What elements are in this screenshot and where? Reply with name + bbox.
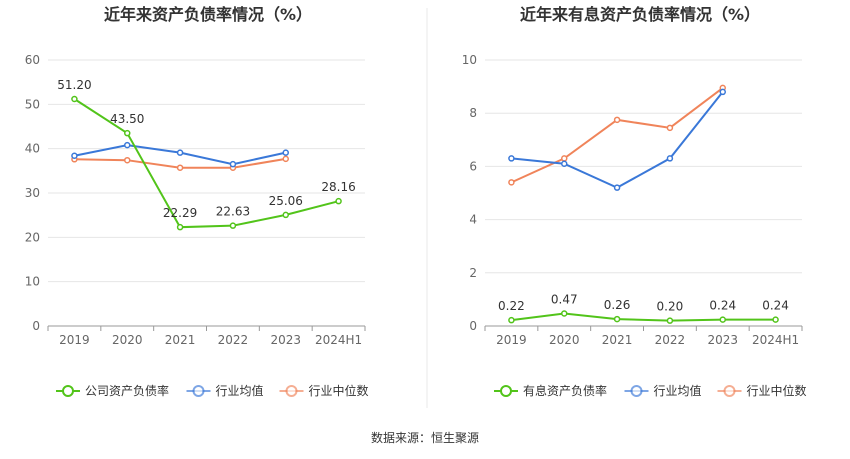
data-point-company (229, 222, 237, 229)
data-point-industry-median (508, 179, 515, 186)
data-point-company (71, 95, 78, 103)
data-point-industry-median (176, 164, 184, 171)
x-tick-label: 2024H1 (752, 333, 799, 347)
data-point-industry-median (613, 116, 621, 124)
y-tick-label: 0 (469, 319, 477, 333)
chart-title: 近年来资产负债率情况（%） (104, 5, 312, 24)
y-tick-label: 30 (25, 186, 40, 200)
x-tick-label: 2023 (270, 333, 301, 347)
series-line-company (73, 98, 339, 229)
y-tick-label: 20 (25, 230, 40, 244)
data-point-industry-median (124, 156, 131, 164)
data-point-company (772, 316, 779, 323)
data-label: 25.06 (269, 194, 303, 208)
data-point-industry-mean (124, 141, 131, 149)
x-tick-label: 2021 (602, 333, 633, 347)
x-tick-label: 2022 (655, 333, 686, 347)
data-label: 22.29 (163, 206, 197, 220)
data-point-industry-median (282, 155, 289, 163)
y-tick-label: 10 (25, 275, 40, 289)
data-label: 51.20 (57, 78, 91, 92)
legend-swatch-marker-industry-median (285, 385, 298, 397)
data-point-industry-mean (176, 149, 184, 156)
data-point-company (335, 197, 342, 205)
data-point-company (282, 211, 289, 219)
legend-label-industry-median: 行业中位数 (747, 383, 807, 398)
legend-label-industry-mean: 行业均值 (654, 383, 702, 398)
data-point-company (176, 223, 184, 231)
legend-swatch-marker-industry-mean (192, 385, 205, 397)
legend-swatch-marker-company (500, 385, 512, 397)
y-tick-label: 60 (25, 53, 40, 67)
data-point-company (561, 310, 568, 317)
data-point-company (613, 315, 621, 323)
data-point-industry-mean (71, 152, 78, 160)
legend-label-industry-mean: 行业均值 (216, 383, 264, 398)
legend-label-company: 公司资产负债率 (85, 383, 169, 398)
data-point-industry-mean (719, 88, 726, 96)
data-point-company (508, 316, 515, 324)
legend-swatch-marker-company (62, 385, 74, 397)
legend-swatch-marker-industry-mean (630, 385, 643, 397)
x-tick-label: 2021 (165, 333, 196, 347)
y-tick-label: 8 (469, 106, 477, 120)
y-tick-label: 0 (32, 319, 40, 333)
x-tick-label: 2019 (496, 333, 527, 347)
data-point-company (719, 316, 726, 323)
legend-label-industry-median: 行业中位数 (309, 383, 369, 398)
y-tick-label: 2 (469, 266, 477, 280)
x-tick-label: 2022 (218, 333, 249, 347)
y-tick-label: 10 (462, 53, 477, 67)
data-point-industry-median (666, 124, 674, 132)
y-tick-label: 50 (25, 97, 40, 111)
chart-debt-ratio: 近年来资产负债率情况（%） 0 10 20 30 40 50 60 2019 2020 2021 20… (25, 5, 369, 398)
x-tick-label: 2024H1 (315, 333, 362, 347)
x-tick-label: 2023 (707, 333, 738, 347)
data-point-industry-mean (282, 149, 289, 156)
data-label: 0.22 (498, 299, 525, 313)
data-label: 0.26 (604, 298, 631, 312)
data-label: 0.24 (709, 299, 736, 313)
x-tick-label: 2020 (112, 333, 143, 347)
data-point-industry-mean (561, 160, 568, 167)
data-point-company (124, 129, 131, 137)
data-point-industry-mean (666, 155, 674, 162)
y-tick-label: 40 (25, 142, 40, 156)
data-label: 0.24 (762, 299, 789, 313)
data-point-company (666, 317, 674, 324)
data-label: 22.63 (216, 205, 250, 219)
y-tick-label: 4 (469, 213, 477, 227)
data-point-industry-mean (613, 184, 621, 191)
data-point-industry-mean (508, 155, 515, 162)
data-point-industry-mean (229, 160, 237, 168)
x-tick-label: 2019 (59, 333, 90, 347)
data-label: 28.16 (321, 180, 355, 194)
data-label: 0.47 (551, 292, 578, 306)
legend-label-company: 有息资产负债率 (523, 383, 607, 398)
data-label: 43.50 (110, 112, 144, 126)
data-label: 0.20 (657, 300, 684, 314)
y-tick-label: 6 (469, 159, 477, 173)
chart-title: 近年来有息资产负债率情况（%） (520, 5, 760, 24)
chart-interest-debt-ratio: 近年来有息资产负债率情况（%） 0 2 4 6 8 10 2019 2020 2021 2022 20… (462, 5, 807, 398)
legend-swatch-marker-industry-median (723, 385, 736, 397)
source-note: 数据来源：恒生聚源 (371, 430, 479, 445)
series-line-industry-mean (511, 91, 724, 189)
series-line-company (511, 312, 776, 322)
series-line-industry-median (511, 87, 724, 184)
data-point-industry-median (561, 155, 568, 162)
x-tick-label: 2020 (549, 333, 580, 347)
